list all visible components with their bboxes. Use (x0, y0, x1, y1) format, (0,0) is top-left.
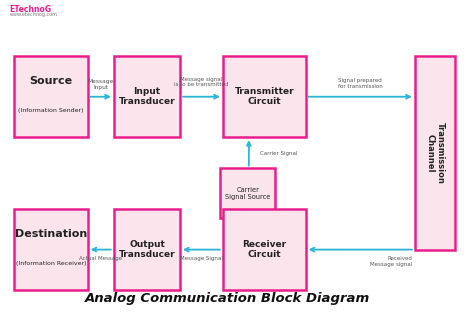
Text: Message
Input: Message Input (88, 79, 114, 90)
Text: Destination: Destination (15, 229, 87, 239)
Text: Carrier
Signal Source: Carrier Signal Source (225, 187, 270, 200)
Text: (Information Receiver): (Information Receiver) (16, 261, 86, 266)
Text: Carrier Signal: Carrier Signal (260, 151, 297, 156)
Text: Transmitter
Circuit: Transmitter Circuit (235, 87, 294, 106)
Text: Actual Message: Actual Message (80, 256, 122, 261)
Text: Received
Message signal: Received Message signal (370, 256, 412, 267)
FancyBboxPatch shape (14, 209, 88, 290)
FancyBboxPatch shape (114, 209, 180, 290)
Text: Signal prepared
for transmission: Signal prepared for transmission (338, 78, 383, 89)
FancyBboxPatch shape (14, 56, 88, 137)
FancyBboxPatch shape (114, 56, 180, 137)
Text: Output
Transducer: Output Transducer (118, 240, 175, 259)
Text: Message Signal: Message Signal (180, 256, 223, 261)
Text: Message signal
is to be transmitted: Message signal is to be transmitted (174, 76, 228, 87)
Text: Receiver
Circuit: Receiver Circuit (242, 240, 286, 259)
FancyBboxPatch shape (223, 56, 306, 137)
Text: (Information Sender): (Information Sender) (18, 108, 84, 113)
Text: www.etechnog.com: www.etechnog.com (9, 12, 57, 17)
Text: Source: Source (29, 76, 73, 86)
Text: Transmission
Channel: Transmission Channel (425, 122, 445, 184)
FancyBboxPatch shape (220, 168, 275, 218)
Text: Input
Transducer: Input Transducer (118, 87, 175, 106)
Text: ETechnoG: ETechnoG (9, 5, 52, 14)
FancyBboxPatch shape (223, 209, 306, 290)
FancyBboxPatch shape (415, 56, 455, 250)
Text: Analog Communication Block Diagram: Analog Communication Block Diagram (85, 292, 370, 305)
